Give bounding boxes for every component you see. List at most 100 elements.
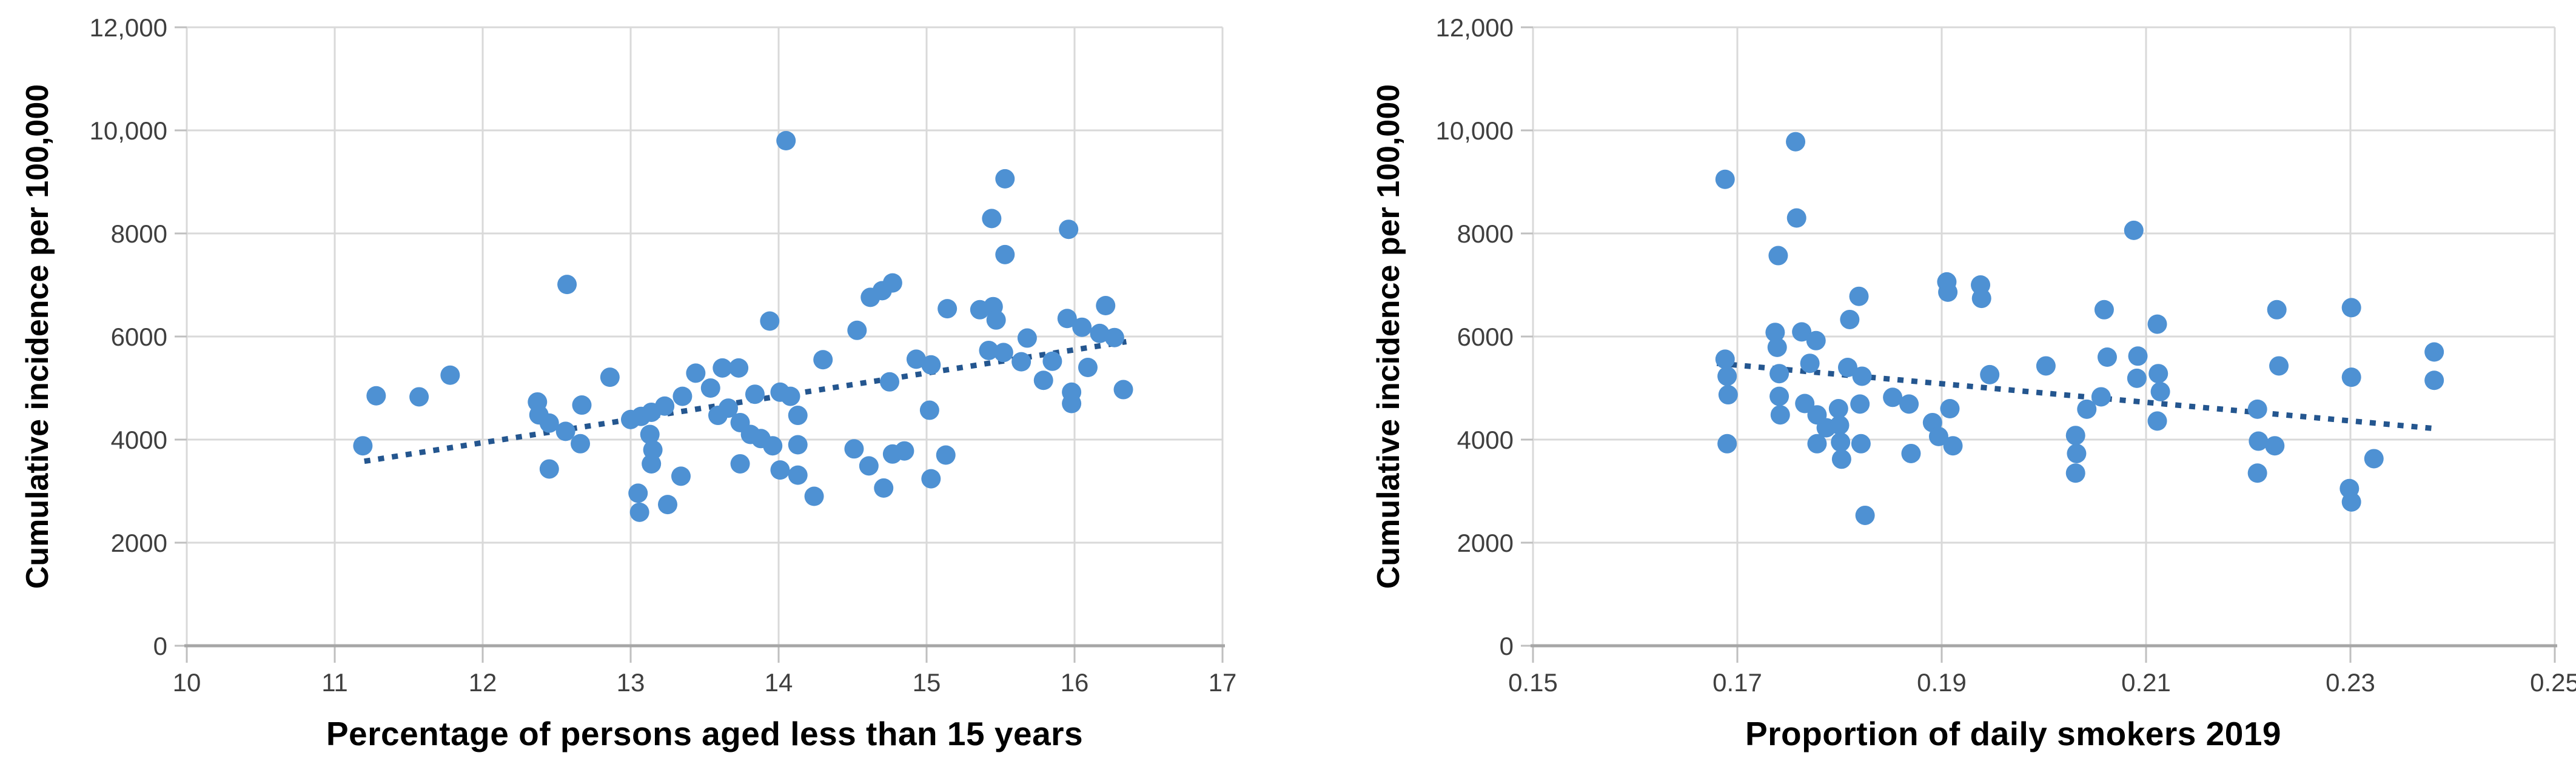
data-point	[640, 424, 660, 444]
y-tick-label: 6000	[111, 323, 167, 351]
x-tick-label: 10	[173, 668, 201, 697]
data-point	[936, 445, 956, 465]
data-point	[2269, 356, 2289, 376]
data-point	[1807, 434, 1827, 454]
scatter-points	[353, 131, 1133, 522]
data-point	[1072, 317, 1092, 337]
data-point	[1940, 399, 1960, 418]
data-point	[776, 131, 796, 150]
data-point	[539, 459, 559, 479]
data-point	[2065, 426, 2085, 446]
data-point	[1883, 387, 1903, 407]
data-point	[671, 466, 691, 486]
data-point	[770, 460, 790, 480]
data-point	[1033, 370, 1053, 390]
data-point	[2077, 399, 2097, 419]
x-tick-label: 17	[1209, 668, 1237, 697]
data-point	[1770, 405, 1790, 425]
x-tick-label: 15	[913, 668, 941, 697]
right-chart: 0 2000 4000 6000 8000 10,000 12,000 0.15 0.17 0.1…	[1288, 0, 2576, 784]
y-tick-label: 8000	[1457, 219, 1514, 248]
gridlines	[186, 26, 1224, 647]
data-point	[760, 311, 780, 331]
data-point	[1715, 169, 1735, 189]
data-point	[1831, 432, 1851, 452]
data-point	[2249, 431, 2269, 451]
data-point	[1851, 434, 1871, 454]
x-tick-label: 0.15	[1508, 668, 1558, 697]
data-point	[2247, 399, 2267, 419]
right-x-axis-title: Proportion of daily smokers 2019	[1745, 715, 2282, 752]
data-point	[1901, 443, 1921, 463]
data-point	[1717, 434, 1737, 454]
data-point	[700, 378, 720, 398]
y-tick-label: 4000	[111, 426, 167, 454]
data-point	[2091, 387, 2111, 407]
x-tick-label: 0.23	[2326, 668, 2375, 697]
data-point	[788, 435, 808, 455]
data-point	[2265, 436, 2285, 456]
data-point	[788, 406, 808, 426]
left-x-axis-title: Percentage of persons aged less than 15 …	[326, 715, 1084, 752]
data-point	[1090, 323, 1110, 343]
data-point	[557, 275, 577, 295]
data-point	[780, 386, 800, 406]
data-point	[643, 440, 663, 460]
data-point	[1795, 394, 1815, 414]
data-point	[1852, 366, 1872, 386]
data-point	[2148, 364, 2168, 384]
data-point	[1042, 351, 1062, 371]
y-tick-label: 12,000	[1436, 13, 1514, 42]
gridlines	[1532, 26, 2556, 647]
data-point	[2147, 314, 2167, 334]
data-point	[1769, 364, 1789, 384]
data-point	[804, 486, 824, 506]
trendline	[364, 339, 1127, 464]
data-point	[1980, 364, 2000, 384]
x-tick-label: 0.19	[1917, 668, 1967, 697]
data-point	[788, 465, 808, 485]
trendline	[1716, 360, 2438, 432]
data-point	[880, 372, 899, 392]
left-y-axis-title: Cumulative incidence per 100,000	[20, 84, 55, 589]
data-point	[847, 320, 867, 340]
y-tick-label: 2000	[1457, 529, 1514, 557]
data-point	[2341, 367, 2361, 387]
x-tick-label: 0.17	[1712, 668, 1762, 697]
data-point	[1769, 386, 1789, 406]
data-point	[1792, 322, 1812, 342]
data-point	[366, 386, 386, 406]
data-point	[730, 454, 750, 474]
data-point	[921, 469, 941, 489]
data-point	[919, 400, 939, 420]
data-point	[1017, 328, 1037, 348]
data-point	[2150, 381, 2170, 401]
data-point	[2124, 220, 2144, 240]
x-tick-label: 14	[765, 668, 793, 697]
y-tick-label: 4000	[1457, 426, 1514, 454]
data-point	[555, 421, 575, 441]
data-point	[2147, 411, 2167, 431]
data-point	[1767, 337, 1787, 357]
x-tick-label: 16	[1061, 668, 1089, 697]
data-point	[1786, 132, 1806, 152]
data-point	[2128, 346, 2148, 366]
data-point	[1971, 289, 1991, 309]
data-point	[1850, 394, 1870, 414]
y-tick-labels: 0 2000 4000 6000 8000 10,000 12,000	[90, 13, 167, 660]
data-point	[2424, 342, 2444, 362]
data-point	[673, 386, 693, 406]
data-point	[745, 384, 765, 404]
data-point	[921, 355, 941, 375]
data-point	[882, 273, 902, 293]
data-point	[2364, 449, 2384, 469]
data-point	[993, 343, 1013, 363]
data-point	[658, 495, 677, 515]
data-point	[440, 365, 460, 385]
data-point	[600, 367, 620, 387]
x-tick-label: 13	[617, 668, 645, 697]
data-point	[1059, 219, 1079, 240]
data-point	[1717, 366, 1737, 386]
